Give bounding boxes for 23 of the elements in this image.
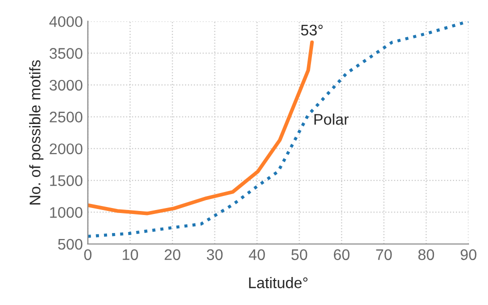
y-tick-label: 3500 — [50, 48, 82, 59]
x-tick-label: 90 — [460, 249, 476, 260]
y-tick-label: 3000 — [50, 80, 82, 91]
x-tick-label: 30 — [206, 249, 223, 260]
series-label: 53° — [301, 24, 323, 36]
y-tick-label: 1500 — [50, 175, 82, 186]
y-tick-label: 4000 — [49, 16, 82, 28]
y-axis-title: No. of possible motifs — [29, 60, 44, 204]
y-tick-label: 2500 — [50, 112, 82, 122]
x-tick-label: 50 — [291, 249, 308, 260]
series-label: Polar — [314, 114, 349, 125]
y-tick-label: 1000 — [50, 207, 82, 218]
x-tick-label: 10 — [122, 249, 138, 260]
x-tick-label: 20 — [164, 249, 180, 260]
line-series — [88, 40, 314, 216]
y-tick-label: 500 — [58, 238, 82, 250]
x-tick-label: 60 — [334, 249, 350, 260]
x-axis-title: Latitude° — [249, 276, 308, 288]
x-tick-label: 80 — [418, 249, 434, 260]
x-tick-label: 40 — [248, 249, 265, 260]
y-tick-label: 2000 — [50, 143, 82, 154]
x-tick-label: 0 — [84, 249, 92, 260]
x-tick-label: 70 — [376, 249, 392, 260]
